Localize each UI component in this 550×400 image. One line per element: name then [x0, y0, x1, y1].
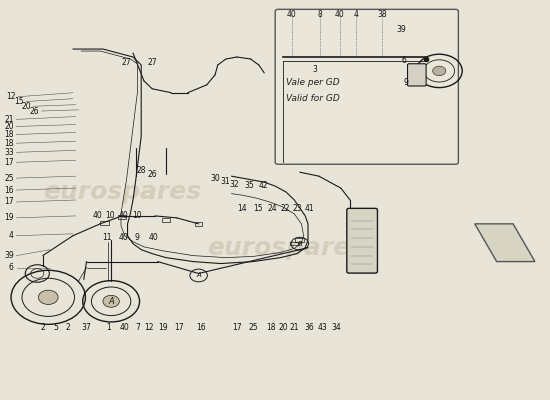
Text: 18: 18 [4, 130, 14, 139]
Text: 17: 17 [232, 323, 241, 332]
Text: 41: 41 [304, 204, 314, 213]
Text: 4: 4 [9, 231, 14, 240]
Text: 11: 11 [102, 233, 112, 242]
Text: 43: 43 [318, 323, 328, 332]
Text: 23: 23 [292, 204, 302, 213]
Text: 38: 38 [377, 10, 387, 18]
Text: 33: 33 [4, 148, 14, 157]
Text: 40: 40 [92, 211, 102, 220]
Text: 21: 21 [290, 323, 299, 332]
Text: 6: 6 [402, 56, 406, 65]
Text: 19: 19 [4, 213, 14, 222]
Text: 40: 40 [120, 323, 130, 332]
Text: 20: 20 [279, 323, 288, 332]
Text: eurospares: eurospares [43, 180, 201, 204]
Bar [295, 238, 304, 242]
Circle shape [39, 290, 58, 304]
Text: Vale per GD: Vale per GD [286, 78, 340, 87]
Text: A: A [108, 297, 114, 306]
Text: 31: 31 [220, 177, 230, 186]
Circle shape [103, 295, 119, 307]
Text: 25: 25 [249, 323, 258, 332]
Text: 17: 17 [4, 158, 14, 167]
Text: 25: 25 [4, 174, 14, 183]
Text: 36: 36 [304, 323, 314, 332]
Text: 40: 40 [118, 233, 128, 242]
Text: 10: 10 [105, 211, 115, 220]
Text: 20: 20 [4, 122, 14, 131]
Text: 26: 26 [147, 170, 157, 179]
Bar [290, 242, 298, 245]
Bar [195, 222, 202, 226]
Circle shape [433, 66, 446, 76]
Text: eurospares: eurospares [207, 236, 365, 260]
Text: 22: 22 [280, 204, 290, 213]
Text: A: A [196, 272, 201, 278]
Text: 16: 16 [196, 323, 206, 332]
Text: 21: 21 [4, 115, 14, 124]
Text: 10: 10 [132, 211, 142, 220]
Text: 16: 16 [4, 186, 14, 194]
Text: 2: 2 [65, 323, 70, 332]
FancyBboxPatch shape [347, 208, 377, 273]
Text: 3: 3 [312, 65, 317, 74]
Text: 40: 40 [335, 10, 345, 18]
Bar [118, 215, 127, 218]
Text: 30: 30 [210, 174, 220, 183]
Text: 39: 39 [396, 26, 406, 34]
FancyBboxPatch shape [275, 9, 458, 164]
Text: 12: 12 [145, 323, 154, 332]
Text: 6: 6 [9, 263, 14, 272]
Text: 1: 1 [106, 323, 111, 332]
Text: 2: 2 [40, 323, 45, 332]
Text: 17: 17 [175, 323, 184, 332]
Text: 18: 18 [266, 323, 276, 332]
Text: 34: 34 [332, 323, 342, 332]
Text: 20: 20 [21, 102, 31, 111]
Text: 40: 40 [118, 211, 128, 220]
Text: 19: 19 [158, 323, 168, 332]
Text: 17: 17 [4, 198, 14, 206]
Text: 8: 8 [318, 10, 322, 18]
Text: 12: 12 [6, 92, 15, 101]
Text: 15: 15 [253, 204, 262, 213]
Text: 39: 39 [4, 251, 14, 260]
Text: 7: 7 [135, 323, 140, 332]
Text: 35: 35 [244, 181, 254, 190]
Text: B: B [298, 241, 302, 247]
Text: 4: 4 [354, 10, 359, 18]
Bar [162, 218, 169, 222]
Text: 24: 24 [267, 204, 277, 213]
Bar [100, 221, 109, 224]
Text: 27: 27 [122, 58, 131, 68]
Text: 27: 27 [147, 58, 157, 68]
Text: 9: 9 [135, 233, 140, 242]
Text: Valid for GD: Valid for GD [286, 94, 340, 103]
Text: 32: 32 [229, 180, 239, 189]
Text: 18: 18 [4, 139, 14, 148]
Text: 28: 28 [136, 166, 146, 175]
Text: 26: 26 [29, 106, 39, 116]
Text: 5: 5 [53, 323, 58, 332]
Text: 37: 37 [81, 323, 91, 332]
Text: 9: 9 [404, 78, 409, 87]
FancyBboxPatch shape [408, 64, 426, 86]
Text: 40: 40 [149, 233, 158, 242]
Text: 42: 42 [258, 181, 268, 190]
Text: 14: 14 [238, 204, 247, 213]
Text: 40: 40 [287, 10, 296, 18]
Polygon shape [475, 224, 535, 262]
Text: 15: 15 [14, 97, 24, 106]
